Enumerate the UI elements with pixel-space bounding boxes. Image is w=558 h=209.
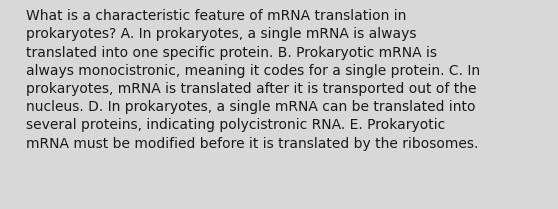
Text: What is a characteristic feature of mRNA translation in
prokaryotes? A. In proka: What is a characteristic feature of mRNA… (26, 9, 480, 150)
